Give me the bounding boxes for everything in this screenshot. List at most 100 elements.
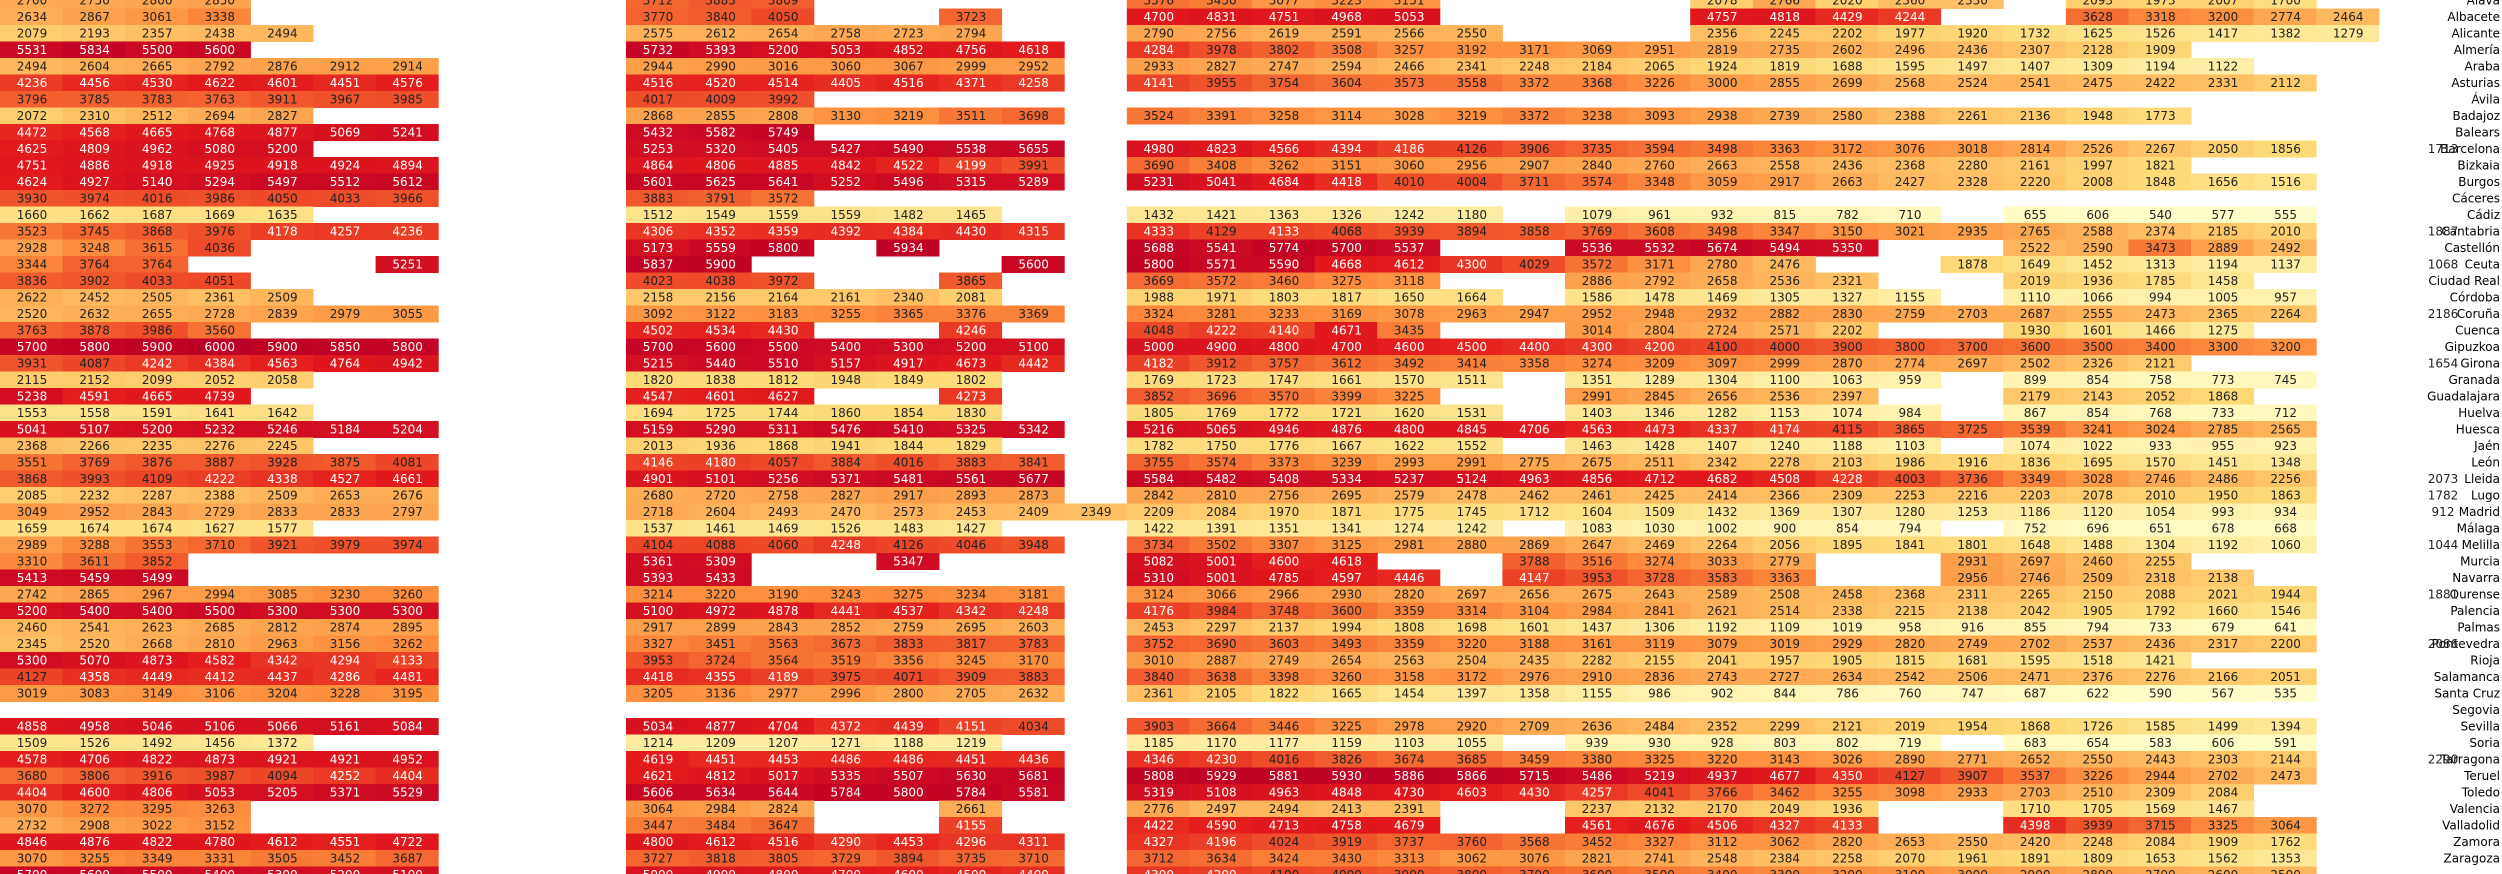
heatmap-cell-value: 5529 <box>392 785 423 799</box>
heatmap-cell-value: 4248 <box>1018 604 1049 618</box>
heatmap-cell-value: 5512 <box>330 175 361 189</box>
heatmap-cell-value: 2303 <box>2208 752 2239 766</box>
heatmap-cell-value: 854 <box>1836 521 1859 535</box>
heatmap-cell-value: 5084 <box>392 719 423 733</box>
heatmap-cell <box>1314 58 1378 75</box>
heatmap-cell-value: 1674 <box>79 521 110 535</box>
heatmap-cell-value: 4016 <box>893 455 924 469</box>
heatmap-cell-value: 5082 <box>1144 554 1175 568</box>
heatmap-cell-value: 4392 <box>831 224 862 238</box>
heatmap-cell-value: 4809 <box>79 142 110 156</box>
heatmap-cell-value: 2565 <box>2270 422 2301 436</box>
heatmap-cell-value: 3288 <box>79 538 110 552</box>
heatmap-cell-value: 4530 <box>142 76 173 90</box>
heatmap-cell-value: 3124 <box>1144 587 1175 601</box>
heatmap-cell-value: 1776 <box>1269 439 1300 453</box>
heatmap-cell-value: 1549 <box>705 208 736 222</box>
heatmap-cell-value: 1526 <box>79 736 110 750</box>
heatmap-cell-value: 3852 <box>142 554 173 568</box>
heatmap-cell-value: 1214 <box>643 736 674 750</box>
heatmap-cell-value: 1570 <box>1394 373 1425 387</box>
heatmap-cell-value: 1304 <box>2145 538 2176 552</box>
heatmap-cell-value: 4520 <box>705 76 736 90</box>
heatmap-cell-value: 2653 <box>330 488 361 502</box>
heatmap-cell-value: 3551 <box>17 455 48 469</box>
heatmap-cell-value: 4873 <box>142 653 173 667</box>
heatmap-cell-value: 1341 <box>1331 521 1362 535</box>
heatmap-cell <box>1189 157 1253 174</box>
heatmap-cell-value: 5237 <box>1394 472 1425 486</box>
heatmap-cell-value: 4430 <box>768 323 799 337</box>
heatmap-cell-value: 2510 <box>2083 785 2114 799</box>
heatmap-cell-value: 4886 <box>79 158 110 172</box>
heatmap-cell-value: 4244 <box>1895 10 1926 24</box>
heatmap-cell-value: 2317 <box>2208 637 2239 651</box>
heatmap-cell-value: 2368 <box>1895 158 1926 172</box>
heatmap-cell <box>2191 0 2255 9</box>
heatmap-cell-value: 2647 <box>1582 538 1613 552</box>
heatmap-cell-value: 4873 <box>205 752 236 766</box>
heatmap-cell-value: 2512 <box>142 109 173 123</box>
heatmap-cell-value: 3125 <box>1331 538 1362 552</box>
heatmap-cell-value: 1271 <box>831 736 862 750</box>
heatmap-cell-value: 5774 <box>1269 241 1300 255</box>
heatmap-cell <box>1752 8 1816 26</box>
row-label: Palencia <box>2450 604 2500 618</box>
row-label: Salamanca <box>2434 670 2500 684</box>
heatmap-cell <box>0 58 64 75</box>
heatmap-cell-value: 1891 <box>2020 851 2051 865</box>
heatmap-cell-value: 2132 <box>1644 802 1675 816</box>
row-label: Asturias <box>2451 76 2500 90</box>
heatmap-cell-value: 1772 <box>1269 406 1300 420</box>
heatmap-cell-value: 2278 <box>1770 455 1801 469</box>
heatmap-cell-value: 3380 <box>1582 752 1613 766</box>
heatmap-cell-value: 1483 <box>893 521 924 535</box>
heatmap-cell-value: 3796 <box>17 92 48 106</box>
heatmap-cell-value: 3079 <box>1707 637 1738 651</box>
heatmap-cell <box>626 91 690 108</box>
heatmap-cell-value: 5459 <box>79 571 110 585</box>
heatmap-cell-value: 2756 <box>1269 488 1300 502</box>
heatmap-cell-value: 2774 <box>1895 356 1926 370</box>
heatmap-cell <box>2065 223 2129 240</box>
heatmap-cell-value: 3600 <box>1331 604 1362 618</box>
heatmap-cell-value: 1848 <box>2145 175 2176 189</box>
heatmap-cell <box>1439 107 1503 125</box>
heatmap-cell-value: 4877 <box>267 125 298 139</box>
heatmap-cell-value: 3928 <box>267 455 298 469</box>
heatmap-cell <box>1878 74 1942 92</box>
heatmap-cell-value: 3993 <box>79 472 110 486</box>
heatmap-cell <box>187 173 251 191</box>
heatmap-cell-value: 2215 <box>1895 604 1926 618</box>
heatmap-cell <box>688 157 752 174</box>
heatmap-cell <box>2191 223 2255 240</box>
heatmap-cell <box>1815 173 1879 191</box>
heatmap-cell-value: 4563 <box>1582 422 1613 436</box>
heatmap-cell-value: 4248 <box>831 538 862 552</box>
heatmap-cell <box>751 124 815 141</box>
heatmap-cell-value: 3239 <box>1331 455 1362 469</box>
heatmap-cell <box>250 140 314 158</box>
heatmap-cell-value: 5106 <box>205 719 236 733</box>
heatmap-cell-value: 2571 <box>1770 323 1801 337</box>
heatmap-cell-value: 3257 <box>1394 43 1425 57</box>
heatmap-cell-value: 4286 <box>330 670 361 684</box>
heatmap-cell-value: 5300 <box>893 340 924 354</box>
heatmap-cell-value: 2493 <box>768 505 799 519</box>
heatmap-cell-value: 2573 <box>893 505 924 519</box>
heatmap-cell <box>1752 58 1816 75</box>
heatmap-cell-value: 2695 <box>956 620 987 634</box>
heatmap-cell-value: 1289 <box>1644 373 1675 387</box>
heatmap-cell-value: 1454 <box>1394 686 1425 700</box>
heatmap-cell-value: 5432 <box>643 125 674 139</box>
heatmap-cell-value: 4174 <box>1770 422 1801 436</box>
heatmap-cell-value: 3435 <box>1394 323 1425 337</box>
heatmap-cell-value: 5204 <box>392 422 423 436</box>
heatmap-cell-value: 1159 <box>1331 736 1362 750</box>
heatmap-cell <box>2065 8 2129 26</box>
heatmap-cell <box>1001 41 1065 59</box>
heatmap-cell <box>813 223 877 240</box>
heatmap-cell-value: 3349 <box>142 851 173 865</box>
heatmap-cell <box>1565 223 1629 240</box>
heatmap-cell-value: 2868 <box>643 109 674 123</box>
